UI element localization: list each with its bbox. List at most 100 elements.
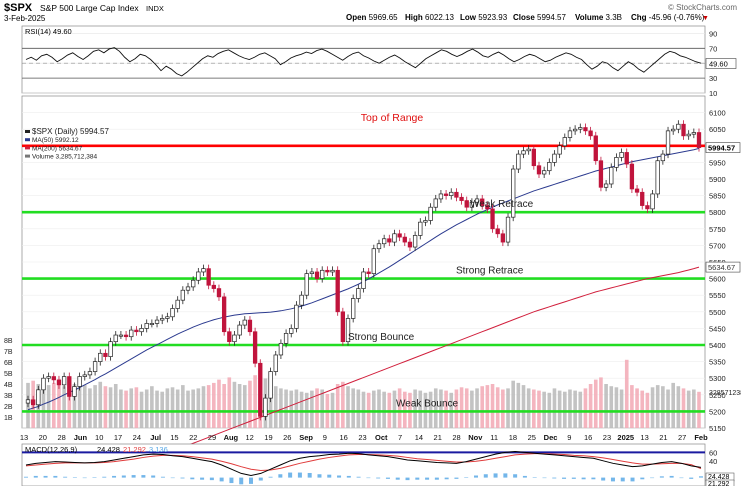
legend-swatch [25,146,30,150]
volume-bar [232,381,237,428]
volume-bar [113,384,118,428]
candle-body [56,379,62,386]
candle-body [464,200,469,208]
candle-body [351,298,356,319]
macd-histogram-bar [610,477,615,482]
price-tick-label: 5250 [709,391,726,400]
volume-bar [351,388,355,428]
candle-body [175,299,180,309]
candle-body [381,238,387,245]
change-down-icon: ▼ [702,15,709,22]
macd-histogram-bar [346,475,351,478]
volume-bar [655,385,660,428]
volume-bar [242,385,247,428]
x-tick-label: 28 [57,433,65,442]
candle-body [82,374,87,377]
x-tick-label: 26 [283,433,291,442]
volume-bar [356,389,361,428]
candle-body [92,361,98,372]
volume-bar [526,388,531,428]
macd-histogram-bar [141,475,146,478]
candle-body [134,329,139,333]
candle-body [252,331,258,364]
candle-body [438,193,444,200]
volume-bar [692,389,696,428]
price-tick-label: 6100 [709,109,726,118]
candle-body [665,130,671,155]
volume-bar [501,389,505,428]
candle-body [392,233,397,243]
candle-body [139,328,144,333]
macd-histogram-bar [92,477,97,478]
macd-histogram-bar [415,477,420,480]
volume-bar [568,389,572,428]
volume-bar [470,390,474,428]
x-tick-label: 20 [39,433,47,442]
candle-body [325,269,330,273]
volume-bar [279,388,283,428]
rsi-tick-label: 30 [709,74,717,83]
price-tick-label: 5850 [709,192,726,201]
candle-body [268,371,273,399]
macd-histogram-bar [180,477,185,479]
date-text: 3-Feb-2025 [4,14,46,23]
macd-histogram-bar [229,477,234,484]
x-tick-label: 22 [189,433,197,442]
macd-histogram-bar [630,477,635,482]
macd-histogram-bar [151,475,156,478]
candle-body [309,271,315,274]
macd-histogram-bar [542,477,547,479]
x-tick-label: 21 [434,433,442,442]
volume-bar [454,389,459,428]
volume-bar [222,384,226,428]
volume-bar [697,391,701,428]
rsi-last-box [705,58,737,69]
macd-histogram-bar [356,476,361,478]
volume-bar [175,389,180,428]
candle-body [634,188,640,193]
volume-bar [661,386,665,428]
volume-bar [490,384,495,428]
volume-bar [619,389,624,428]
candle-body [237,324,242,336]
volume-tick-label: 4B [4,382,13,389]
candle-body [273,354,278,372]
x-tick-label: 7 [398,433,402,442]
candle-body [619,152,624,158]
volume-bar [253,375,257,428]
volume-bar [227,377,232,428]
candle-body [500,233,506,243]
macd-histogram-bar [669,475,674,478]
legend-swatch [25,154,30,158]
candle-body [572,128,578,132]
candle-body [170,308,175,318]
volume-bar [552,388,557,428]
candle-body [671,128,676,132]
x-tick-label: 10 [95,433,103,442]
price-tick-label: 5200 [709,407,726,416]
volume-bar [77,387,82,428]
legend-entry: Volume 3,285,712,384 [32,154,97,161]
x-tick-label: 11 [490,433,498,442]
volume-tick-label: 5B [4,371,13,378]
x-tick-label: 15 [170,433,178,442]
macd-histogram-bar [200,477,205,480]
volume-bar [273,386,278,428]
candle-body [154,319,160,324]
candle-body [686,133,691,137]
x-tick-label: 19 [264,433,272,442]
rsi-last-label: 49.60 [709,60,728,69]
price-tick-label: 5900 [709,175,726,184]
ohlc-summary: Open 5969.65 High 6022.13 Low 5923.93 Close… [346,13,709,22]
price-tick-label: 5400 [709,341,726,350]
macd-histogram-bar [640,477,645,480]
candle-body [418,221,423,236]
volume-bar [392,390,397,428]
x-tick-label: 14 [415,433,423,442]
volume-bar [593,379,598,428]
ohlc-chg: Chg -45.96 (-0.76%) [631,13,705,22]
price-tick-label: 5450 [709,324,726,333]
candle-body [412,235,418,248]
level-label: Weak Retrace [470,199,534,210]
candle-body [67,376,72,397]
